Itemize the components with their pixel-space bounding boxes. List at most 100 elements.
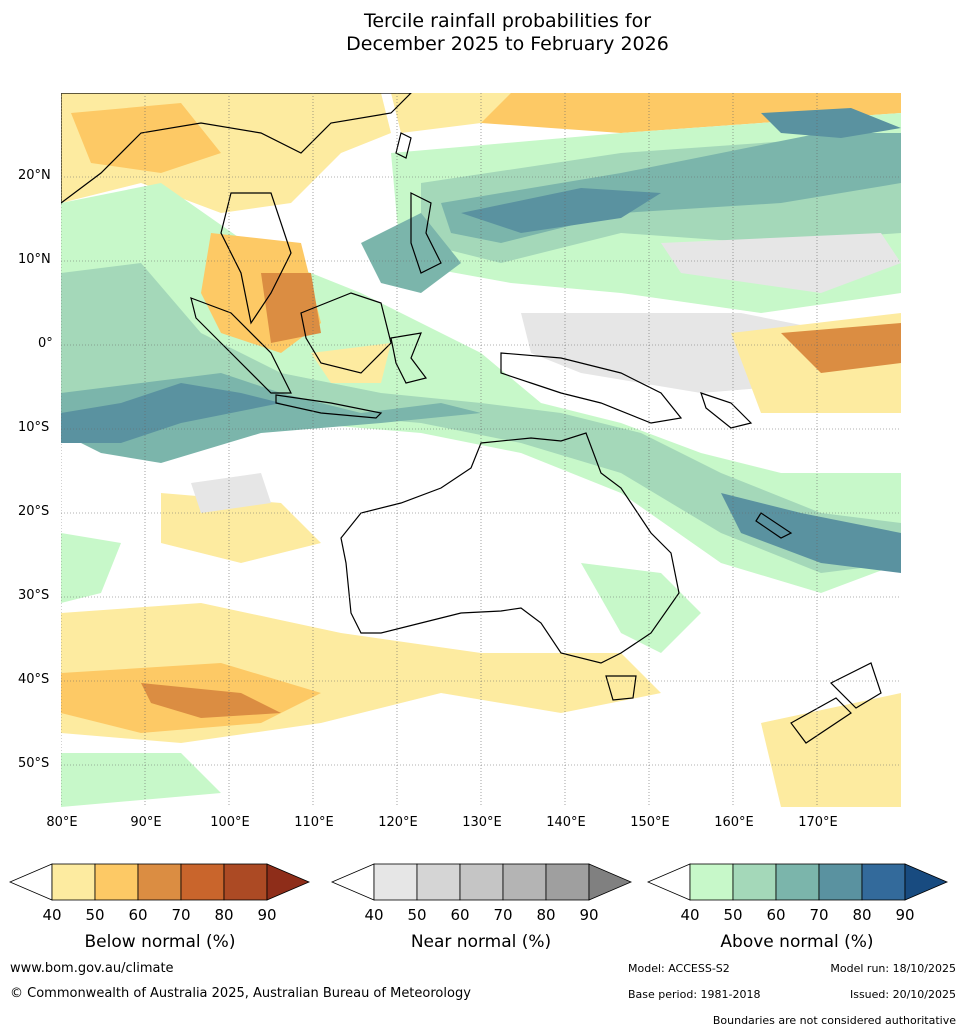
indochina-coastline — [220, 192, 292, 325]
java-coastline — [275, 394, 383, 419]
colorbar-under-arrow — [330, 863, 375, 901]
borneo-coastline — [300, 292, 392, 374]
sumatra-coastline — [190, 297, 292, 394]
coastlines — [61, 93, 882, 744]
colorbar-segment — [861, 863, 906, 901]
below-normal-colorbar — [8, 863, 311, 901]
colorbar-tick-label: 50 — [85, 906, 105, 924]
gridlines — [61, 93, 901, 807]
colorbar-tick-label: 90 — [895, 906, 915, 924]
lon-label: 100°E — [210, 815, 250, 830]
lat-label: 10°N — [18, 252, 51, 267]
issued-date: Issued: 20/10/2025 — [849, 988, 956, 1001]
colorbar-tick-label: 40 — [364, 906, 384, 924]
colorbar-tick-label: 60 — [450, 906, 470, 924]
lon-label: 80°E — [46, 815, 78, 830]
colorbar-segment — [775, 863, 820, 901]
colorbar-tick-label: 60 — [766, 906, 786, 924]
colorbar-tick-label: 60 — [128, 906, 148, 924]
colorbar-over-arrow — [588, 863, 633, 901]
new-caledonia-coastline — [755, 512, 793, 539]
colorbar-segment — [732, 863, 777, 901]
below-normal-region — [761, 693, 901, 807]
lat-label: 40°S — [18, 672, 50, 687]
above-normal-region — [61, 533, 121, 603]
colorbar-tick-label: 80 — [536, 906, 556, 924]
lat-label: 50°S — [18, 756, 50, 771]
above-normal-title: Above normal (%) — [720, 932, 874, 952]
asia-coastline — [61, 93, 412, 204]
rainfall-probability-map — [61, 93, 901, 807]
lat-label: 0° — [38, 336, 53, 351]
lat-label: 30°S — [18, 588, 50, 603]
new-zealand-coastline — [790, 662, 882, 744]
below-normal-region — [441, 93, 901, 133]
lon-label: 150°E — [630, 815, 670, 830]
colorbar-under-arrow — [646, 863, 691, 901]
near-normal-region — [191, 473, 271, 513]
above-normal-region — [761, 108, 901, 138]
colorbars — [8, 863, 949, 901]
below-normal-region — [71, 103, 221, 173]
below-normal-title: Below normal (%) — [84, 932, 236, 952]
above-normal-colorbar — [646, 863, 949, 901]
lat-label: 20°N — [18, 168, 51, 183]
base-period: Base period: 1981-2018 — [628, 988, 761, 1001]
lon-label: 90°E — [130, 815, 162, 830]
colorbar-segment — [180, 863, 225, 901]
below-normal-region — [261, 273, 321, 343]
copyright: © Commonwealth of Australia 2025, Austra… — [10, 986, 471, 1001]
colorbar-over-arrow — [266, 863, 311, 901]
lon-label: 170°E — [798, 815, 838, 830]
solomon-islands-coastline — [700, 392, 753, 429]
lon-label: 140°E — [546, 815, 586, 830]
taiwan-coastline — [395, 132, 412, 159]
lon-label: 110°E — [294, 815, 334, 830]
colorbar-segment — [818, 863, 863, 901]
colorbar-tick-label: 50 — [407, 906, 427, 924]
lat-label: 10°S — [18, 420, 50, 435]
philippines-coastline — [410, 192, 442, 274]
colorbar-tick-label: 90 — [257, 906, 277, 924]
colorbar-tick-label: 80 — [852, 906, 872, 924]
colorbar-segment — [502, 863, 547, 901]
below-normal-region — [311, 343, 391, 383]
boundaries-disclaimer: Boundaries are not considered authoritat… — [712, 1014, 956, 1027]
above-normal-region — [461, 188, 661, 233]
colorbar-segment — [373, 863, 418, 901]
near-normal-title: Near normal (%) — [410, 932, 552, 952]
colorbar-tick-label: 40 — [680, 906, 700, 924]
colorbar-over-arrow — [904, 863, 949, 901]
title-line-2: December 2025 to February 2026 — [346, 33, 669, 55]
lon-label: 130°E — [462, 815, 502, 830]
sulawesi-coastline — [390, 332, 428, 384]
lat-label: 20°S — [18, 504, 50, 519]
tasmania-coastline — [605, 675, 637, 701]
below-normal-region — [141, 683, 281, 718]
colorbar-tick-label: 70 — [493, 906, 513, 924]
colorbar-tick-label: 70 — [809, 906, 829, 924]
colorbar-segment — [94, 863, 139, 901]
near-normal-colorbar — [330, 863, 633, 901]
colorbar-segment — [51, 863, 96, 901]
colorbar-segment — [223, 863, 268, 901]
above-normal-region — [61, 753, 221, 807]
new-guinea-coastline — [500, 352, 683, 424]
near-normal-region — [661, 233, 901, 293]
chart-title: Tercile rainfall probabilities for Decem… — [0, 10, 965, 56]
colorbar-segment — [137, 863, 182, 901]
colorbar-tick-label: 50 — [723, 906, 743, 924]
colorbar-tick-label: 40 — [42, 906, 62, 924]
colorbar-segment — [416, 863, 461, 901]
colorbar-segment — [459, 863, 504, 901]
model-run: Model run: 18/10/2025 — [830, 962, 956, 975]
above-normal-region — [581, 563, 701, 653]
lon-label: 160°E — [714, 815, 754, 830]
website-link[interactable]: www.bom.gov.au/climate — [10, 961, 174, 976]
colorbar-tick-label: 70 — [171, 906, 191, 924]
colorbar-tick-label: 90 — [579, 906, 599, 924]
title-line-1: Tercile rainfall probabilities for — [363, 10, 652, 32]
colorbar-segment — [689, 863, 734, 901]
lon-label: 120°E — [378, 815, 418, 830]
model-info: Model: ACCESS-S2 — [628, 962, 730, 975]
